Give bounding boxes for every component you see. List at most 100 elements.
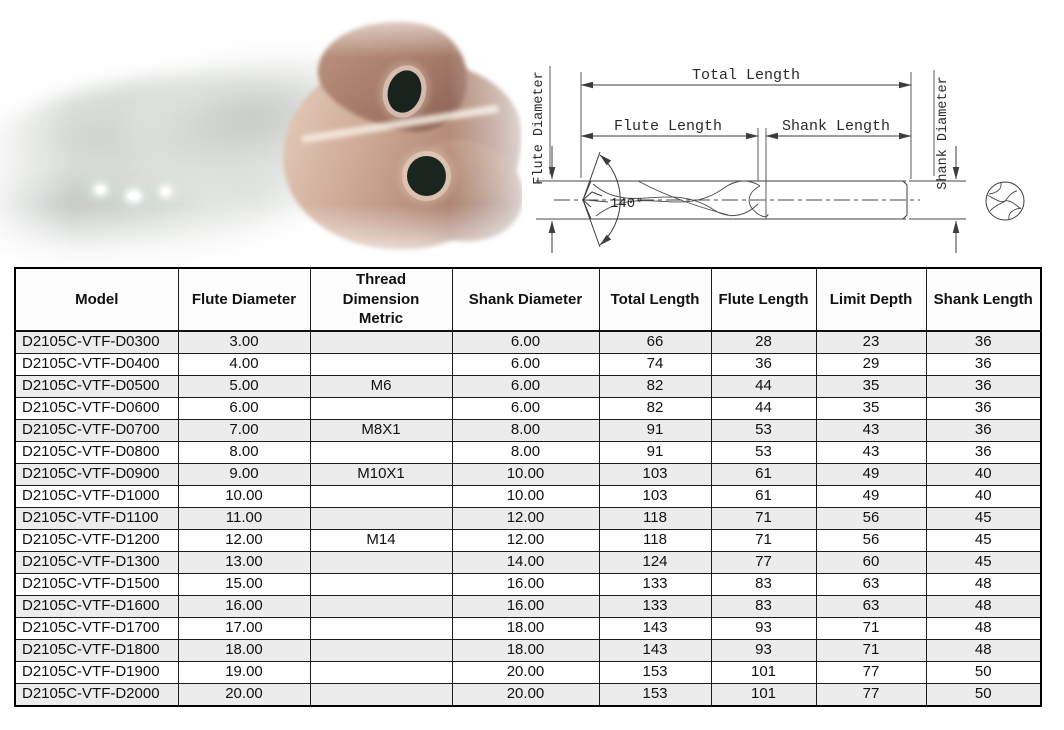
value-cell: 6.00 [451, 352, 600, 376]
value-cell [309, 616, 453, 640]
model-cell: D2105C-VTF-D1300 [14, 550, 179, 574]
value-cell: 45 [925, 528, 1042, 552]
value-cell: 48 [925, 638, 1042, 662]
model-cell: D2105C-VTF-D1500 [14, 572, 179, 596]
value-cell: 35 [815, 374, 927, 398]
column-header: Shank Diameter [451, 267, 600, 332]
value-cell: 133 [598, 594, 712, 618]
column-header: Shank Length [925, 267, 1042, 332]
value-cell: 4.00 [177, 352, 311, 376]
value-cell: 61 [710, 462, 817, 486]
value-cell: 12.00 [451, 528, 600, 552]
end-view-circle [985, 181, 1025, 221]
value-cell: 43 [815, 418, 927, 442]
column-header: Thread Dimension Metric [309, 267, 453, 332]
model-cell: D2105C-VTF-D0600 [14, 396, 179, 420]
value-cell: 36 [925, 440, 1042, 464]
value-cell: 45 [925, 506, 1042, 530]
model-cell: D2105C-VTF-D1800 [14, 638, 179, 662]
value-cell: 153 [598, 682, 712, 706]
shank-diameter-label: Shank Diameter [936, 76, 951, 189]
value-cell: 83 [710, 594, 817, 618]
value-cell [309, 352, 453, 376]
value-cell: 48 [925, 616, 1042, 640]
value-cell: 18.00 [177, 638, 311, 662]
point-angle-label: 140° [610, 196, 644, 212]
value-cell: 44 [710, 396, 817, 420]
drill-photo [0, 0, 522, 262]
table-row: D2105C-VTF-D1600 16.00 16.00 133 83 63 48 [14, 594, 1042, 618]
value-cell: 16.00 [177, 594, 311, 618]
value-cell: 17.00 [177, 616, 311, 640]
value-cell [309, 440, 453, 464]
value-cell: 71 [815, 638, 927, 662]
table-row: D2105C-VTF-D1300 13.00 14.00 124 77 60 45 [14, 550, 1042, 574]
column-header: Total Length [598, 267, 712, 332]
model-cell: D2105C-VTF-D0300 [14, 330, 179, 354]
value-cell: 74 [598, 352, 712, 376]
value-cell: 101 [710, 660, 817, 684]
spec-table: Model Flute Diameter Thread Dimension Metr… [14, 267, 1042, 707]
flute-diameter-label: Flute Diameter [532, 71, 547, 184]
value-cell: 40 [925, 484, 1042, 508]
model-cell: D2105C-VTF-D0700 [14, 418, 179, 442]
value-cell: 56 [815, 528, 927, 552]
shank-diameter-dimension: Shank Diameter [909, 70, 966, 253]
value-cell: 49 [815, 484, 927, 508]
total-length-label: Total Length [692, 67, 800, 84]
value-cell: 36 [925, 418, 1042, 442]
model-cell: D2105C-VTF-D0900 [14, 462, 179, 486]
value-cell: 6.00 [451, 330, 600, 354]
table-row: D2105C-VTF-D0700 7.00 M8X1 8.00 91 53 43 36 [14, 418, 1042, 442]
flute-diameter-dimension: Flute Diameter [532, 66, 592, 253]
model-cell: D2105C-VTF-D1000 [14, 484, 179, 508]
value-cell: 118 [598, 506, 712, 530]
value-cell: 103 [598, 462, 712, 486]
value-cell: 7.00 [177, 418, 311, 442]
value-cell: 16.00 [451, 572, 600, 596]
value-cell: 77 [815, 682, 927, 706]
value-cell: 71 [815, 616, 927, 640]
value-cell: M6 [309, 374, 453, 398]
value-cell: 71 [710, 528, 817, 552]
column-header: Model [14, 267, 179, 332]
value-cell: 20.00 [451, 682, 600, 706]
value-cell: 16.00 [451, 594, 600, 618]
shank-length-dimension: Shank Length [765, 118, 912, 140]
table-row: D2105C-VTF-D0300 3.00 6.00 66 28 23 36 [14, 330, 1042, 354]
value-cell: 36 [925, 374, 1042, 398]
value-cell: 29 [815, 352, 927, 376]
table-header-row: Model Flute Diameter Thread Dimension Metr… [14, 267, 1042, 332]
table-row: D2105C-VTF-D1200 12.00 M14 12.00 118 71 56 45 [14, 528, 1042, 552]
value-cell [309, 572, 453, 596]
model-cell: D2105C-VTF-D0800 [14, 440, 179, 464]
model-cell: D2105C-VTF-D1900 [14, 660, 179, 684]
drill-outline [582, 128, 908, 248]
value-cell: 60 [815, 550, 927, 574]
value-cell: 40 [925, 462, 1042, 486]
value-cell: 36 [710, 352, 817, 376]
value-cell: 28 [710, 330, 817, 354]
value-cell: 14.00 [451, 550, 600, 574]
value-cell: 6.00 [451, 396, 600, 420]
point-angle-annotation: 140° [585, 154, 644, 246]
table-row: D2105C-VTF-D1700 17.00 18.00 143 93 71 48 [14, 616, 1042, 640]
table-row: D2105C-VTF-D2000 20.00 20.00 153 101 77 50 [14, 682, 1042, 706]
value-cell: 36 [925, 352, 1042, 376]
value-cell: 20.00 [451, 660, 600, 684]
model-cell: D2105C-VTF-D2000 [14, 682, 179, 706]
value-cell: 53 [710, 418, 817, 442]
value-cell: 103 [598, 484, 712, 508]
value-cell [309, 506, 453, 530]
value-cell [309, 660, 453, 684]
value-cell [309, 396, 453, 420]
value-cell: 133 [598, 572, 712, 596]
value-cell: 93 [710, 638, 817, 662]
value-cell: 143 [598, 638, 712, 662]
value-cell: 9.00 [177, 462, 311, 486]
value-cell: 8.00 [177, 440, 311, 464]
model-cell: D2105C-VTF-D1700 [14, 616, 179, 640]
column-header: Flute Diameter [177, 267, 311, 332]
value-cell [309, 594, 453, 618]
value-cell: 91 [598, 440, 712, 464]
